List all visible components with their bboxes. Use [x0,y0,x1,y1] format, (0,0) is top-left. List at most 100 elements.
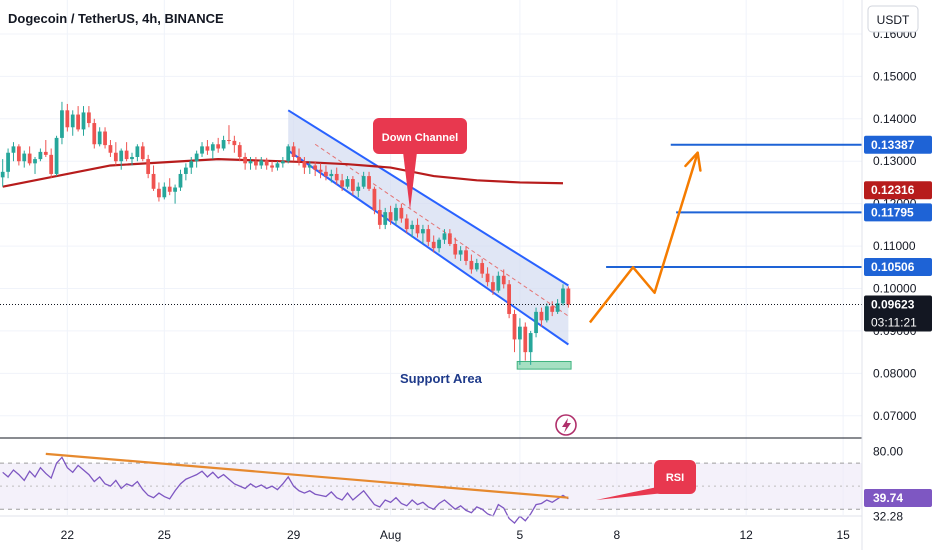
time-tick-4: 5 [517,528,524,542]
price-tick-9: 0.07000 [873,409,917,423]
moving-average [2,158,564,188]
candle-body-95 [512,313,517,340]
candle-body-10 [54,137,59,174]
candle-body-49 [264,160,269,166]
candle-body-7 [38,151,43,160]
candle-body-70 [377,210,382,225]
candle-body-41 [221,140,226,149]
price-tick-3: 0.13000 [873,154,917,168]
level-tag-2 [864,258,932,277]
time-tick-1: 25 [158,528,172,542]
candle-body-25 [135,146,140,157]
candle-body-86 [464,250,468,261]
candle-body-31 [167,186,172,192]
candle-body-40 [216,144,221,149]
candle-body-98 [528,333,533,353]
candle-body-80 [431,241,436,249]
down-channel-callout-pointer [403,152,417,210]
candle-body-50 [270,165,274,168]
rsi-callout-pointer [596,486,674,500]
candle-body-54 [291,146,296,157]
lightning-icon[interactable] [555,414,577,436]
candle-body-73 [394,207,398,221]
candle-body-33 [178,173,183,188]
chart-title: Dogecoin / TetherUS, 4h, BINANCE [8,11,224,26]
time-tick-6: 12 [739,528,753,542]
candle-body-85 [458,250,463,255]
rsi-callout-label: RSI [666,472,684,484]
level-tag-0 [864,135,932,154]
candle-body-69 [372,188,377,211]
rsi-pane [0,452,862,525]
candle-body-56 [302,161,307,168]
candle-body-102 [550,306,555,312]
candles [0,101,571,365]
channel-lower-line [287,149,569,346]
candle-body-75 [404,218,409,230]
candle-body-28 [151,173,156,189]
time-tick-5: 8 [614,528,621,542]
candle-body-42 [227,140,231,142]
candle-body-68 [367,176,371,189]
down-channel-callout: Down Channel [373,118,467,210]
support-box [516,360,572,370]
rsi-callout-box [654,460,696,494]
candle-body-5 [27,153,32,164]
candle-body-26 [140,146,145,160]
candle-body-87 [469,260,474,270]
candle-body-90 [485,273,490,283]
channel-upper-line [287,109,569,287]
candle-body-100 [539,311,544,321]
candle-body-88 [474,263,479,270]
time-tick-0: 22 [61,528,75,542]
candle-body-99 [534,311,538,334]
candle-body-82 [442,233,447,240]
candle-body-3 [16,146,21,162]
current-price-text: 0.09623 [871,297,915,311]
ma-tag [864,181,932,200]
candle-body-39 [210,144,215,151]
candle-body-32 [173,187,177,192]
rsi-trendline [45,452,569,499]
candle-body-17 [92,123,97,145]
candle-body-89 [480,263,485,274]
candle-body-23 [124,150,129,160]
candle-body-96 [518,326,522,340]
candle-body-52 [280,161,285,164]
candle-body-24 [130,156,134,160]
current-price-tag [864,295,932,332]
time-tick-3: Aug [380,528,401,542]
candle-body-34 [183,167,188,174]
candle-body-83 [447,233,452,244]
price-tick-1: 0.15000 [873,69,917,83]
candle-body-21 [113,152,118,162]
candle-body-91 [491,282,495,291]
candle-body-60 [324,171,328,177]
candle-body-76 [410,224,415,230]
rsi-tick-lower: 32.28 [873,510,903,524]
candle-body-77 [415,224,420,234]
currency-box[interactable] [867,5,919,33]
down-channel-callout-box [373,118,467,154]
level-tag-1 [864,203,932,222]
candle-body-59 [318,169,323,172]
countdown-text: 03:11:21 [871,315,917,329]
candle-body-51 [275,163,280,168]
ma-line [2,158,564,188]
candle-body-16 [87,112,91,124]
time-tick-2: 29 [287,528,301,542]
candle-body-63 [340,180,344,187]
candle-body-81 [437,239,441,249]
candle-body-18 [97,131,102,145]
candle-body-12 [65,110,70,128]
candle-body-38 [205,146,210,151]
currency-selector[interactable]: USDT [867,5,919,33]
time-tick-7: 15 [836,528,850,542]
candle-body-29 [157,188,161,198]
candle-body-36 [194,153,199,162]
candle-body-103 [555,303,560,312]
candle-body-11 [60,110,64,138]
